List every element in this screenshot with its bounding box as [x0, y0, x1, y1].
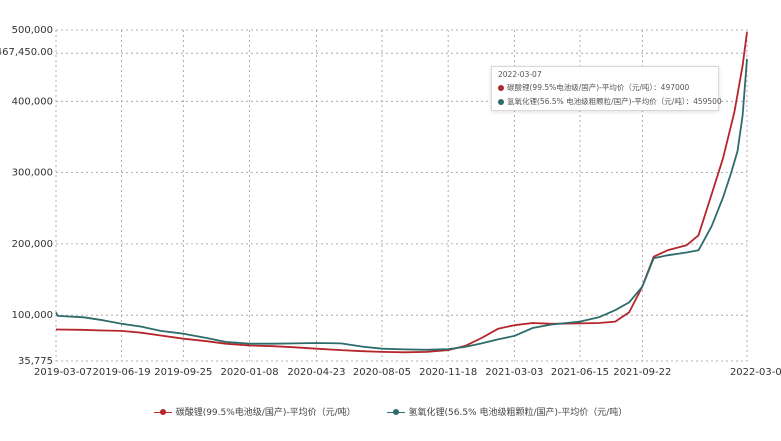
x-tick-label: 2020-08-05	[353, 367, 411, 378]
legend-label-hydroxide: 氢氧化锂(56.5% 电池级粗颗粒/国产)-平均价（元/吨）	[408, 408, 628, 418]
x-tick-label: 2019-06-19	[93, 367, 151, 378]
y-tick-label: 467,450.00	[0, 47, 53, 58]
tooltip-dot-carbonate	[498, 85, 504, 91]
tooltip-label-hydroxide: 氢氧化锂(56.5% 电池级粗颗粒/国产)-平均价（元/吨）	[507, 97, 686, 106]
x-tick-label: 2021-09-22	[613, 367, 671, 378]
tooltip-row-hydroxide: 氢氧化锂(56.5% 电池级粗颗粒/国产)-平均价（元/吨）：459500	[498, 96, 722, 107]
series-line-hydroxide	[55, 58, 748, 351]
x-tick-label: 2019-03-07	[34, 367, 92, 378]
y-tick-label: 200,000	[12, 239, 53, 250]
y-tick-label: 300,000	[12, 168, 53, 179]
y-tick-label: 500,000	[12, 25, 53, 36]
y-tick-label: 400,000	[12, 96, 53, 107]
x-tick-label: 2021-06-15	[551, 367, 609, 378]
tooltip: 2022-03-07 碳酸锂(99.5%电池级/国产)-平均价（元/吨）：497…	[491, 66, 722, 111]
x-tick-label: 2020-01-08	[220, 367, 278, 378]
tooltip-value-hydroxide: ：459500	[685, 97, 722, 106]
y-tick-label: 100,000	[12, 310, 53, 321]
x-tick-label: 2020-04-23	[287, 367, 345, 378]
x-tick-label: 2020-11-18	[419, 367, 477, 378]
tooltip-row-carbonate: 碳酸锂(99.5%电池级/国产)-平均价（元/吨）：497000	[498, 82, 712, 93]
x-tick-label: 2022-03-07	[730, 367, 781, 378]
x-tick-label: 2021-03-03	[485, 367, 543, 378]
x-tick-label: 2019-09-25	[154, 367, 212, 378]
legend: 碳酸锂(99.5%电池级/国产)-平均价（元/吨） 氢氧化锂(56.5% 电池级…	[0, 405, 781, 418]
legend-item-carbonate[interactable]: 碳酸锂(99.5%电池级/国产)-平均价（元/吨）	[153, 405, 356, 418]
legend-swatch-hydroxide	[386, 409, 405, 415]
tooltip-dot-hydroxide	[498, 99, 504, 105]
legend-item-hydroxide[interactable]: 氢氧化锂(56.5% 电池级粗颗粒/国产)-平均价（元/吨）	[386, 405, 628, 418]
tooltip-date: 2022-03-07	[498, 70, 542, 79]
y-tick-label: 35,775	[18, 356, 53, 367]
legend-swatch-carbonate	[153, 409, 172, 415]
legend-label-carbonate: 碳酸锂(99.5%电池级/国产)-平均价（元/吨）	[175, 408, 356, 418]
tooltip-value-carbonate: ：497000	[653, 83, 690, 92]
series-line-carbonate	[55, 31, 748, 354]
tooltip-label-carbonate: 碳酸锂(99.5%电池级/国产)-平均价（元/吨）	[507, 83, 654, 92]
